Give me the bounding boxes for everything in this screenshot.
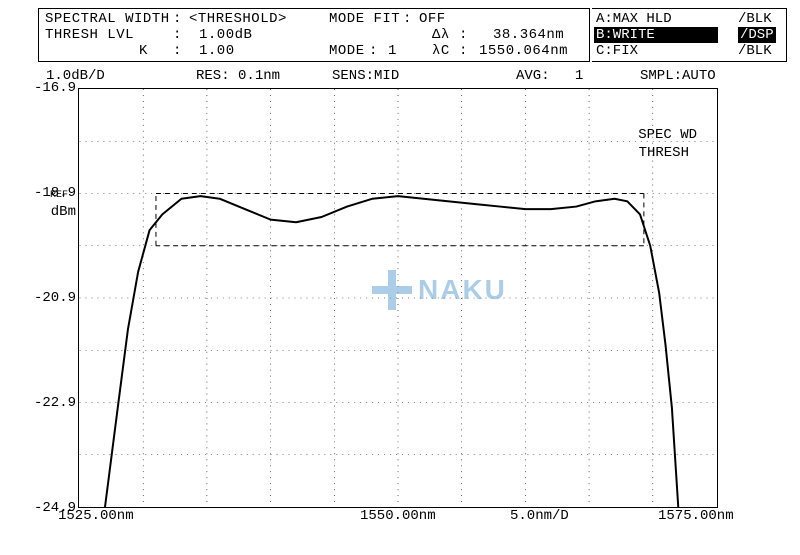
xlabel-right: 1575.00nm <box>658 508 734 524</box>
trace-b[interactable]: B:WRITE <box>594 27 718 43</box>
annotation-thresh: THRESH <box>639 145 689 161</box>
colon: : <box>459 27 468 43</box>
k-label: K <box>139 43 148 59</box>
ytick-label: -22.9 <box>18 395 76 411</box>
watermark-text: NAKU <box>418 274 507 306</box>
delta-lambda-value: 38.364nm <box>493 27 564 43</box>
mode-label: MODE <box>329 43 365 59</box>
trace-c[interactable]: C:FIX <box>596 43 638 59</box>
xlabel-left: 1525.00nm <box>58 508 134 524</box>
delta-lambda-label: Δλ <box>432 27 450 43</box>
trace-a[interactable]: A:MAX HLD <box>596 11 672 27</box>
y-unit: dBm <box>18 204 76 220</box>
colon: : <box>459 43 468 59</box>
ref-label: REF <box>50 190 68 201</box>
colon: : <box>403 11 412 27</box>
spectral-width-label: SPECTRAL WIDTH <box>45 11 170 27</box>
colon: : <box>369 43 378 59</box>
header-panel: SPECTRAL WIDTH : <THRESHOLD> MODE FIT : … <box>38 8 590 62</box>
ytick-label: -20.9 <box>18 290 76 306</box>
watermark: NAKU <box>370 268 507 312</box>
mode-fit-label: MODE FIT <box>329 11 400 27</box>
smpl-label: SMPL:AUTO <box>640 68 800 84</box>
colon: : <box>173 43 182 59</box>
xlabel-center: 1550.00nm <box>360 508 436 524</box>
k-value: 1.00 <box>199 43 235 59</box>
thresh-lvl-value: 1.00dB <box>199 27 252 43</box>
colon: : <box>173 11 182 27</box>
thresh-lvl-label: THRESH LVL <box>45 27 134 43</box>
trace-c-suffix: /BLK <box>738 43 772 59</box>
spectral-width-value: <THRESHOLD> <box>189 11 287 27</box>
mode-value: 1 <box>388 43 397 59</box>
mode-fit-value: OFF <box>419 11 446 27</box>
annotation-spec-wd: SPEC WD <box>638 127 697 143</box>
xlabel-scale: 5.0nm/D <box>510 508 569 524</box>
watermark-logo-icon <box>370 268 414 312</box>
trace-b-suffix: /DSP <box>738 27 776 43</box>
ytick-label: -16.9 <box>18 80 76 96</box>
lambda-c-label: λC <box>432 43 450 59</box>
lambda-c-value: 1550.064nm <box>479 43 568 59</box>
colon: : <box>173 27 182 43</box>
trace-a-suffix: /BLK <box>738 11 772 27</box>
trace-menu-panel: A:MAX HLD /BLK B:WRITE /DSP C:FIX /BLK <box>592 8 787 62</box>
